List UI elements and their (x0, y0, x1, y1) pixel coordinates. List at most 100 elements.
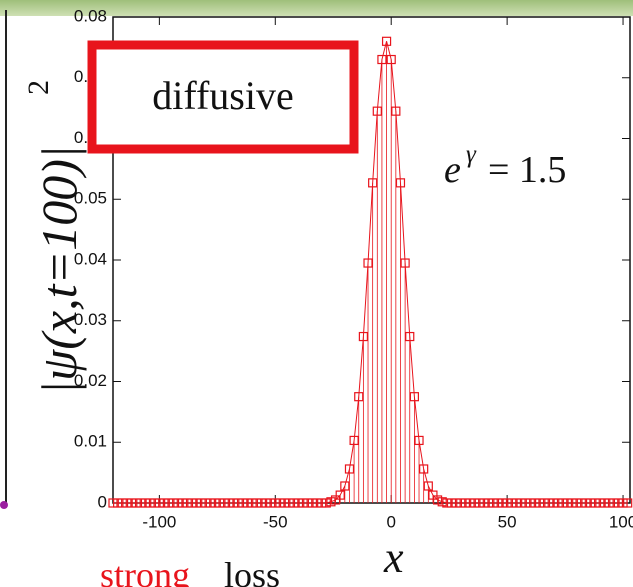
marker (400, 258, 410, 268)
marker (210, 498, 220, 508)
marker (558, 498, 568, 508)
marker (419, 464, 429, 474)
y-tick-label: 0.01 (74, 432, 107, 451)
marker (284, 498, 294, 508)
marker (196, 498, 206, 508)
y-tick-label: 0.08 (74, 6, 107, 25)
marker (539, 498, 549, 508)
marker (182, 498, 192, 508)
marker (215, 498, 225, 508)
marker (154, 498, 164, 508)
marker (414, 435, 424, 446)
marker (238, 498, 248, 508)
marker (465, 498, 475, 508)
marker (242, 498, 253, 508)
marker (136, 498, 146, 508)
marker (219, 498, 229, 508)
marker (233, 498, 243, 508)
y-axis-label: |ψ(x,t=100)| (31, 145, 87, 394)
marker (502, 498, 512, 508)
marker (303, 498, 313, 508)
marker (460, 498, 470, 508)
marker (344, 464, 355, 474)
marker (377, 54, 387, 65)
marker (530, 498, 540, 508)
marker (581, 498, 591, 508)
y-tick-label: 0.04 (74, 249, 107, 268)
marker (534, 498, 545, 508)
background-strip (0, 0, 633, 16)
marker (201, 498, 211, 508)
marker (354, 392, 364, 402)
y-axis-label-sup: 2 (22, 80, 55, 95)
marker (326, 497, 336, 507)
marker (177, 498, 188, 508)
y-tick-label: 0.03 (74, 310, 107, 329)
marker (363, 258, 373, 268)
marker (511, 498, 521, 508)
marker (428, 490, 438, 500)
marker (553, 498, 563, 508)
marker (493, 498, 503, 508)
marker (312, 498, 322, 508)
marker (349, 435, 359, 446)
x-tick-label: -50 (263, 512, 288, 531)
marker (372, 106, 382, 116)
marker (567, 498, 577, 508)
label-box (87, 40, 359, 154)
marker (442, 498, 452, 508)
marker (544, 498, 554, 508)
marker (585, 498, 596, 508)
marker (368, 178, 378, 188)
y-tick-label: 0 (98, 492, 107, 511)
neighbor-dot (0, 501, 8, 509)
marker (131, 498, 141, 508)
y-tick-label: 0.02 (74, 371, 107, 390)
param-base: e (444, 149, 461, 191)
marker (117, 498, 127, 508)
marker (576, 498, 586, 508)
marker (275, 498, 285, 508)
marker (483, 498, 494, 508)
x-axis-label: x (383, 533, 404, 582)
marker (599, 498, 610, 508)
marker (247, 498, 257, 508)
marker (525, 498, 535, 508)
caption-text: loss (224, 555, 280, 587)
marker (488, 498, 498, 508)
marker (609, 498, 619, 508)
marker (266, 498, 276, 508)
marker (228, 498, 239, 508)
marker (618, 498, 628, 508)
marker (335, 490, 345, 500)
marker (590, 498, 600, 508)
marker (479, 498, 489, 508)
marker (405, 331, 415, 342)
marker (164, 498, 174, 508)
marker (395, 178, 406, 188)
marker (321, 498, 331, 508)
marker (187, 498, 197, 508)
marker (191, 498, 202, 508)
marker (562, 498, 573, 508)
marker (252, 498, 262, 508)
marker (270, 498, 280, 508)
x-tick-label: 100 (609, 512, 633, 531)
marker (113, 498, 123, 508)
marker (456, 498, 466, 508)
marker (289, 498, 299, 508)
marker (168, 498, 178, 508)
param-sup: γ (466, 141, 477, 168)
marker (474, 498, 484, 508)
marker (381, 36, 392, 46)
marker (205, 498, 215, 508)
marker (623, 498, 633, 508)
marker (317, 498, 327, 508)
marker (516, 498, 526, 508)
marker (279, 498, 290, 508)
box-text: diffusive (152, 73, 293, 118)
marker (409, 392, 419, 402)
marker (572, 498, 582, 508)
marker (140, 498, 151, 508)
